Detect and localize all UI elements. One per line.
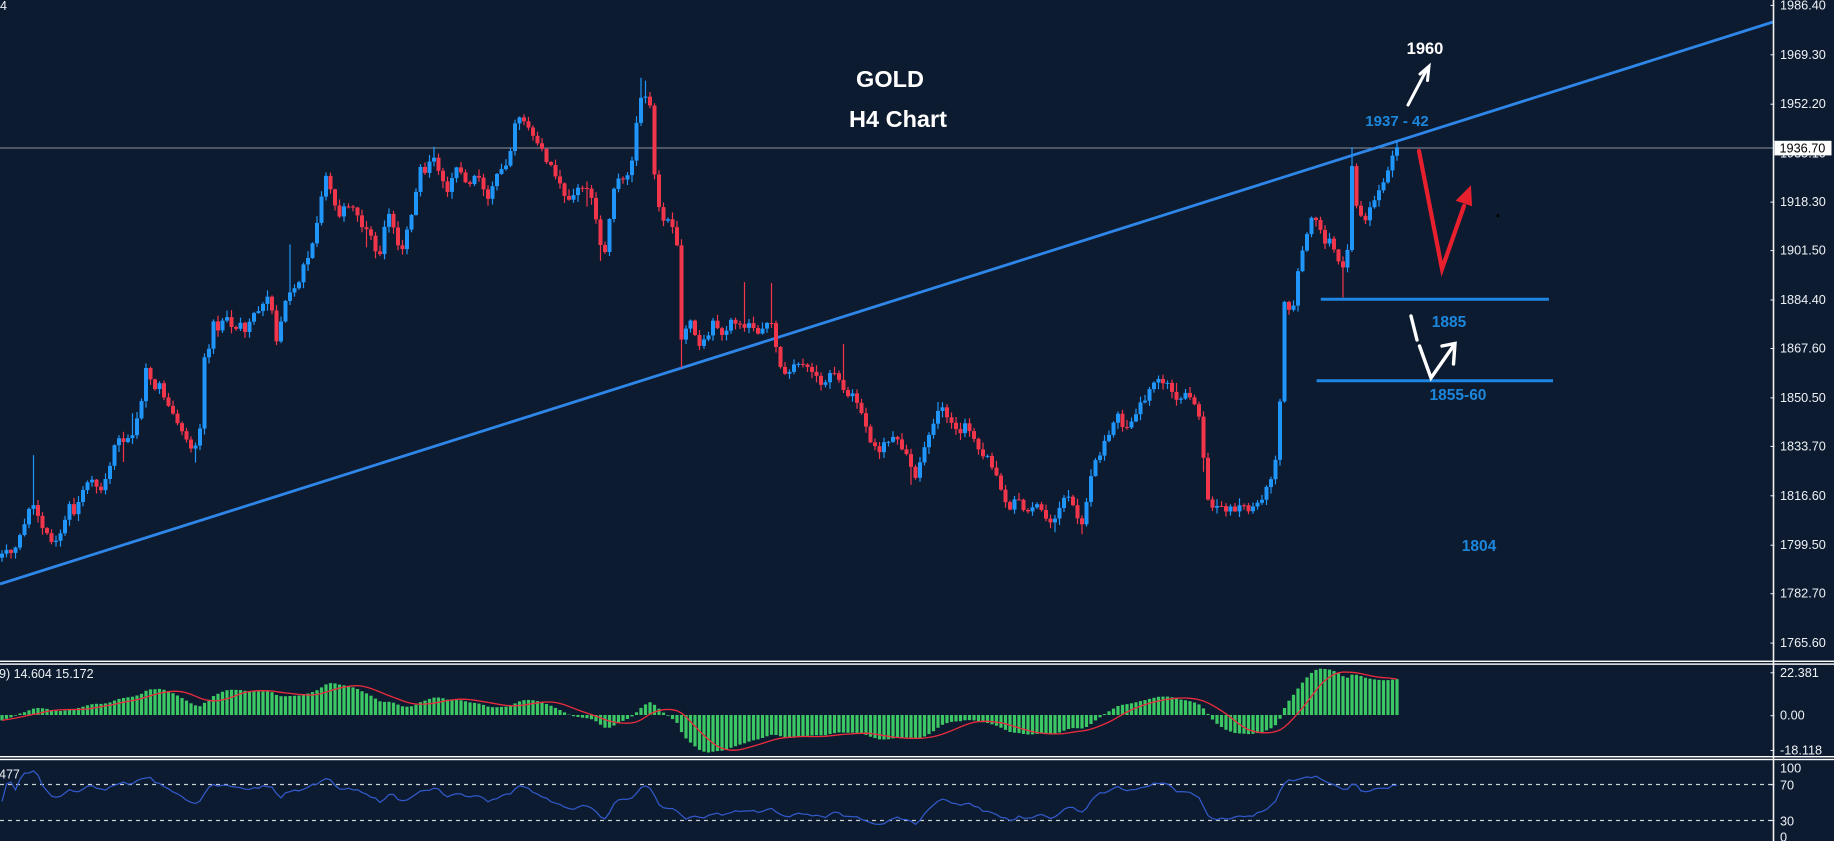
svg-text:1833.70: 1833.70: [1780, 439, 1826, 453]
svg-text:70: 70: [1780, 779, 1794, 793]
svg-text:1782.70: 1782.70: [1780, 587, 1826, 601]
svg-text:1986.40: 1986.40: [1780, 0, 1826, 12]
svg-text:1799.50: 1799.50: [1780, 538, 1826, 552]
svg-text:H4 Chart: H4 Chart: [849, 106, 947, 132]
svg-text:1901.50: 1901.50: [1780, 244, 1826, 258]
svg-text:9) 14.604 15.172: 9) 14.604 15.172: [0, 667, 94, 681]
svg-text:1850.50: 1850.50: [1780, 391, 1826, 405]
svg-text:-18.118: -18.118: [1780, 744, 1822, 758]
svg-text:1937 - 42: 1937 - 42: [1365, 113, 1428, 130]
svg-text:1885: 1885: [1432, 314, 1467, 331]
svg-text:1918.30: 1918.30: [1780, 195, 1826, 209]
svg-text:22.381: 22.381: [1780, 666, 1819, 680]
svg-text:1816.60: 1816.60: [1780, 489, 1826, 503]
svg-text:0.00: 0.00: [1780, 709, 1805, 723]
svg-text:4: 4: [0, 0, 7, 13]
svg-text:1867.60: 1867.60: [1780, 342, 1826, 356]
svg-text:1765.60: 1765.60: [1780, 636, 1826, 650]
svg-text:1936.70: 1936.70: [1780, 141, 1826, 155]
svg-text:1804: 1804: [1462, 538, 1497, 555]
svg-text:GOLD: GOLD: [856, 66, 924, 92]
svg-text:0: 0: [1780, 831, 1787, 841]
svg-text:1960: 1960: [1407, 40, 1444, 58]
svg-text:30: 30: [1780, 814, 1794, 828]
svg-text:1884.40: 1884.40: [1780, 293, 1826, 307]
svg-text:1952.20: 1952.20: [1780, 97, 1826, 111]
svg-text:477: 477: [0, 768, 20, 782]
svg-text:1855-60: 1855-60: [1430, 387, 1487, 404]
svg-text:100: 100: [1780, 761, 1801, 775]
svg-text:1969.30: 1969.30: [1780, 48, 1826, 62]
